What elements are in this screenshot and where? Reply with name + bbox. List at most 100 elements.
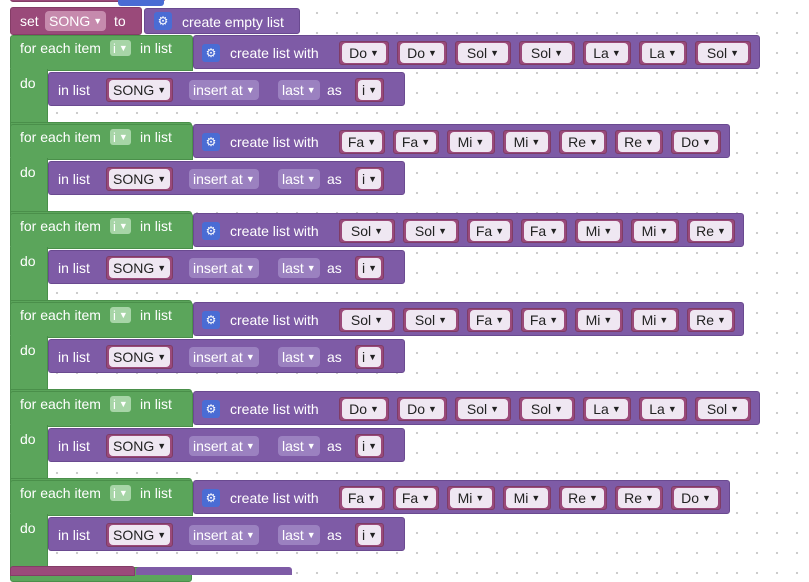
- note-dropdown[interactable]: Fa ▼: [396, 488, 436, 508]
- item-variable-dropdown[interactable]: i ▼: [358, 80, 382, 100]
- note-dropdown[interactable]: Sol ▼: [406, 221, 456, 241]
- for-each-header[interactable]: for each item i ▼ in list: [10, 480, 193, 516]
- note-text-block[interactable]: Mi ▼: [447, 486, 495, 510]
- note-dropdown[interactable]: Sol ▼: [698, 399, 748, 419]
- list-variable-dropdown[interactable]: SONG ▼: [109, 169, 171, 189]
- note-text-block[interactable]: La ▼: [583, 41, 631, 65]
- note-dropdown[interactable]: Sol ▼: [522, 43, 572, 63]
- create-list-with-block[interactable]: ⚙ create list with Do ▼ Do ▼ Sol ▼ Sol ▼ La ▼…: [193, 391, 760, 425]
- note-text-block[interactable]: Mi ▼: [631, 308, 679, 332]
- note-text-block[interactable]: Mi ▼: [503, 486, 551, 510]
- note-dropdown[interactable]: La ▼: [586, 43, 628, 63]
- note-text-block[interactable]: Sol ▼: [519, 41, 575, 65]
- note-dropdown[interactable]: Do ▼: [342, 43, 386, 63]
- position-dropdown[interactable]: last ▼: [278, 258, 320, 278]
- note-text-block[interactable]: Sol ▼: [455, 397, 511, 421]
- note-dropdown[interactable]: Fa ▼: [396, 132, 436, 152]
- note-dropdown[interactable]: Mi ▼: [450, 132, 492, 152]
- note-dropdown[interactable]: Re ▼: [562, 132, 604, 152]
- gear-icon[interactable]: ⚙: [202, 44, 220, 62]
- position-dropdown[interactable]: last ▼: [278, 525, 320, 545]
- insert-mode-dropdown[interactable]: insert at ▼: [189, 258, 259, 278]
- note-dropdown[interactable]: Fa ▼: [342, 132, 382, 152]
- note-text-block[interactable]: Mi ▼: [575, 219, 623, 243]
- gear-icon[interactable]: ⚙: [202, 222, 220, 240]
- note-text-block[interactable]: Re ▼: [687, 308, 735, 332]
- note-text-block[interactable]: Do ▼: [671, 130, 721, 154]
- create-empty-list-block[interactable]: ⚙ create empty list: [144, 8, 300, 34]
- note-text-block[interactable]: Do ▼: [339, 397, 389, 421]
- list-insert-block[interactable]: in list SONG ▼ insert at ▼ last ▼: [48, 339, 405, 373]
- note-dropdown[interactable]: Fa ▼: [342, 488, 382, 508]
- note-text-block[interactable]: Do ▼: [397, 397, 447, 421]
- note-text-block[interactable]: Sol ▼: [403, 219, 459, 243]
- create-list-with-block[interactable]: ⚙ create list with Fa ▼ Fa ▼ Mi ▼ Mi ▼ Re ▼ R…: [193, 480, 730, 514]
- note-text-block[interactable]: Re ▼: [615, 130, 663, 154]
- note-text-block[interactable]: Sol ▼: [403, 308, 459, 332]
- note-text-block[interactable]: Do ▼: [671, 486, 721, 510]
- note-text-block[interactable]: Re ▼: [615, 486, 663, 510]
- list-insert-block[interactable]: in list SONG ▼ insert at ▼ last ▼: [48, 428, 405, 462]
- note-text-block[interactable]: Fa ▼: [521, 308, 567, 332]
- note-text-block[interactable]: Sol ▼: [695, 41, 751, 65]
- create-list-with-block[interactable]: ⚙ create list with Sol ▼ Sol ▼ Fa ▼ Fa ▼ Mi ▼…: [193, 213, 744, 247]
- note-text-block[interactable]: Do ▼: [339, 41, 389, 65]
- note-dropdown[interactable]: Re ▼: [562, 488, 604, 508]
- note-text-block[interactable]: Mi ▼: [631, 219, 679, 243]
- loop-variable-dropdown[interactable]: i ▼: [110, 485, 131, 501]
- create-list-with-block[interactable]: ⚙ create list with Fa ▼ Fa ▼ Mi ▼ Mi ▼ Re ▼ R…: [193, 124, 730, 158]
- note-text-block[interactable]: La ▼: [639, 41, 687, 65]
- note-dropdown[interactable]: Mi ▼: [634, 310, 676, 330]
- note-text-block[interactable]: La ▼: [583, 397, 631, 421]
- note-text-block[interactable]: Fa ▼: [339, 486, 385, 510]
- list-variable-dropdown[interactable]: SONG ▼: [109, 525, 171, 545]
- note-dropdown[interactable]: Fa ▼: [470, 221, 510, 241]
- set-variable-dropdown[interactable]: SONG ▼: [45, 11, 107, 31]
- note-dropdown[interactable]: Sol ▼: [342, 221, 392, 241]
- note-text-block[interactable]: Fa ▼: [393, 486, 439, 510]
- list-variable-block[interactable]: SONG ▼: [106, 523, 174, 547]
- item-variable-block[interactable]: i ▼: [355, 256, 385, 280]
- note-text-block[interactable]: Sol ▼: [695, 397, 751, 421]
- note-text-block[interactable]: Fa ▼: [467, 219, 513, 243]
- note-text-block[interactable]: Sol ▼: [455, 41, 511, 65]
- position-dropdown[interactable]: last ▼: [278, 80, 320, 100]
- note-text-block[interactable]: Re ▼: [559, 130, 607, 154]
- note-dropdown[interactable]: Mi ▼: [506, 132, 548, 152]
- for-each-header[interactable]: for each item i ▼ in list: [10, 124, 193, 160]
- item-variable-dropdown[interactable]: i ▼: [358, 525, 382, 545]
- insert-mode-dropdown[interactable]: insert at ▼: [189, 80, 259, 100]
- note-text-block[interactable]: Re ▼: [559, 486, 607, 510]
- for-each-header[interactable]: for each item i ▼ in list: [10, 35, 193, 71]
- note-text-block[interactable]: Mi ▼: [447, 130, 495, 154]
- note-dropdown[interactable]: Sol ▼: [342, 310, 392, 330]
- note-text-block[interactable]: Fa ▼: [521, 219, 567, 243]
- loop-variable-dropdown[interactable]: i ▼: [110, 40, 131, 56]
- for-each-header[interactable]: for each item i ▼ in list: [10, 213, 193, 249]
- note-text-block[interactable]: Fa ▼: [393, 130, 439, 154]
- item-variable-dropdown[interactable]: i ▼: [358, 169, 382, 189]
- item-variable-block[interactable]: i ▼: [355, 78, 385, 102]
- note-dropdown[interactable]: Do ▼: [342, 399, 386, 419]
- gear-icon[interactable]: ⚙: [202, 133, 220, 151]
- note-dropdown[interactable]: Sol ▼: [522, 399, 572, 419]
- create-list-with-block[interactable]: ⚙ create list with Sol ▼ Sol ▼ Fa ▼ Fa ▼ Mi ▼…: [193, 302, 744, 336]
- note-dropdown[interactable]: Do ▼: [400, 43, 444, 63]
- position-dropdown[interactable]: last ▼: [278, 436, 320, 456]
- item-variable-dropdown[interactable]: i ▼: [358, 347, 382, 367]
- note-dropdown[interactable]: Mi ▼: [578, 310, 620, 330]
- item-variable-block[interactable]: i ▼: [355, 345, 385, 369]
- note-dropdown[interactable]: Do ▼: [674, 488, 718, 508]
- note-text-block[interactable]: Fa ▼: [339, 130, 385, 154]
- insert-mode-dropdown[interactable]: insert at ▼: [189, 347, 259, 367]
- note-dropdown[interactable]: Re ▼: [618, 488, 660, 508]
- note-dropdown[interactable]: Mi ▼: [450, 488, 492, 508]
- note-dropdown[interactable]: Fa ▼: [524, 221, 564, 241]
- note-text-block[interactable]: Sol ▼: [519, 397, 575, 421]
- list-variable-block[interactable]: SONG ▼: [106, 78, 174, 102]
- note-dropdown[interactable]: La ▼: [586, 399, 628, 419]
- for-each-header[interactable]: for each item i ▼ in list: [10, 302, 193, 338]
- note-dropdown[interactable]: Sol ▼: [406, 310, 456, 330]
- loop-variable-dropdown[interactable]: i ▼: [110, 129, 131, 145]
- note-text-block[interactable]: Fa ▼: [467, 308, 513, 332]
